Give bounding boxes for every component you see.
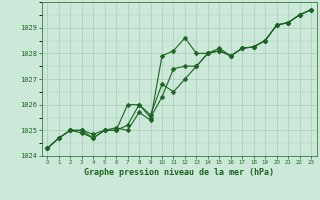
X-axis label: Graphe pression niveau de la mer (hPa): Graphe pression niveau de la mer (hPa) xyxy=(84,168,274,177)
